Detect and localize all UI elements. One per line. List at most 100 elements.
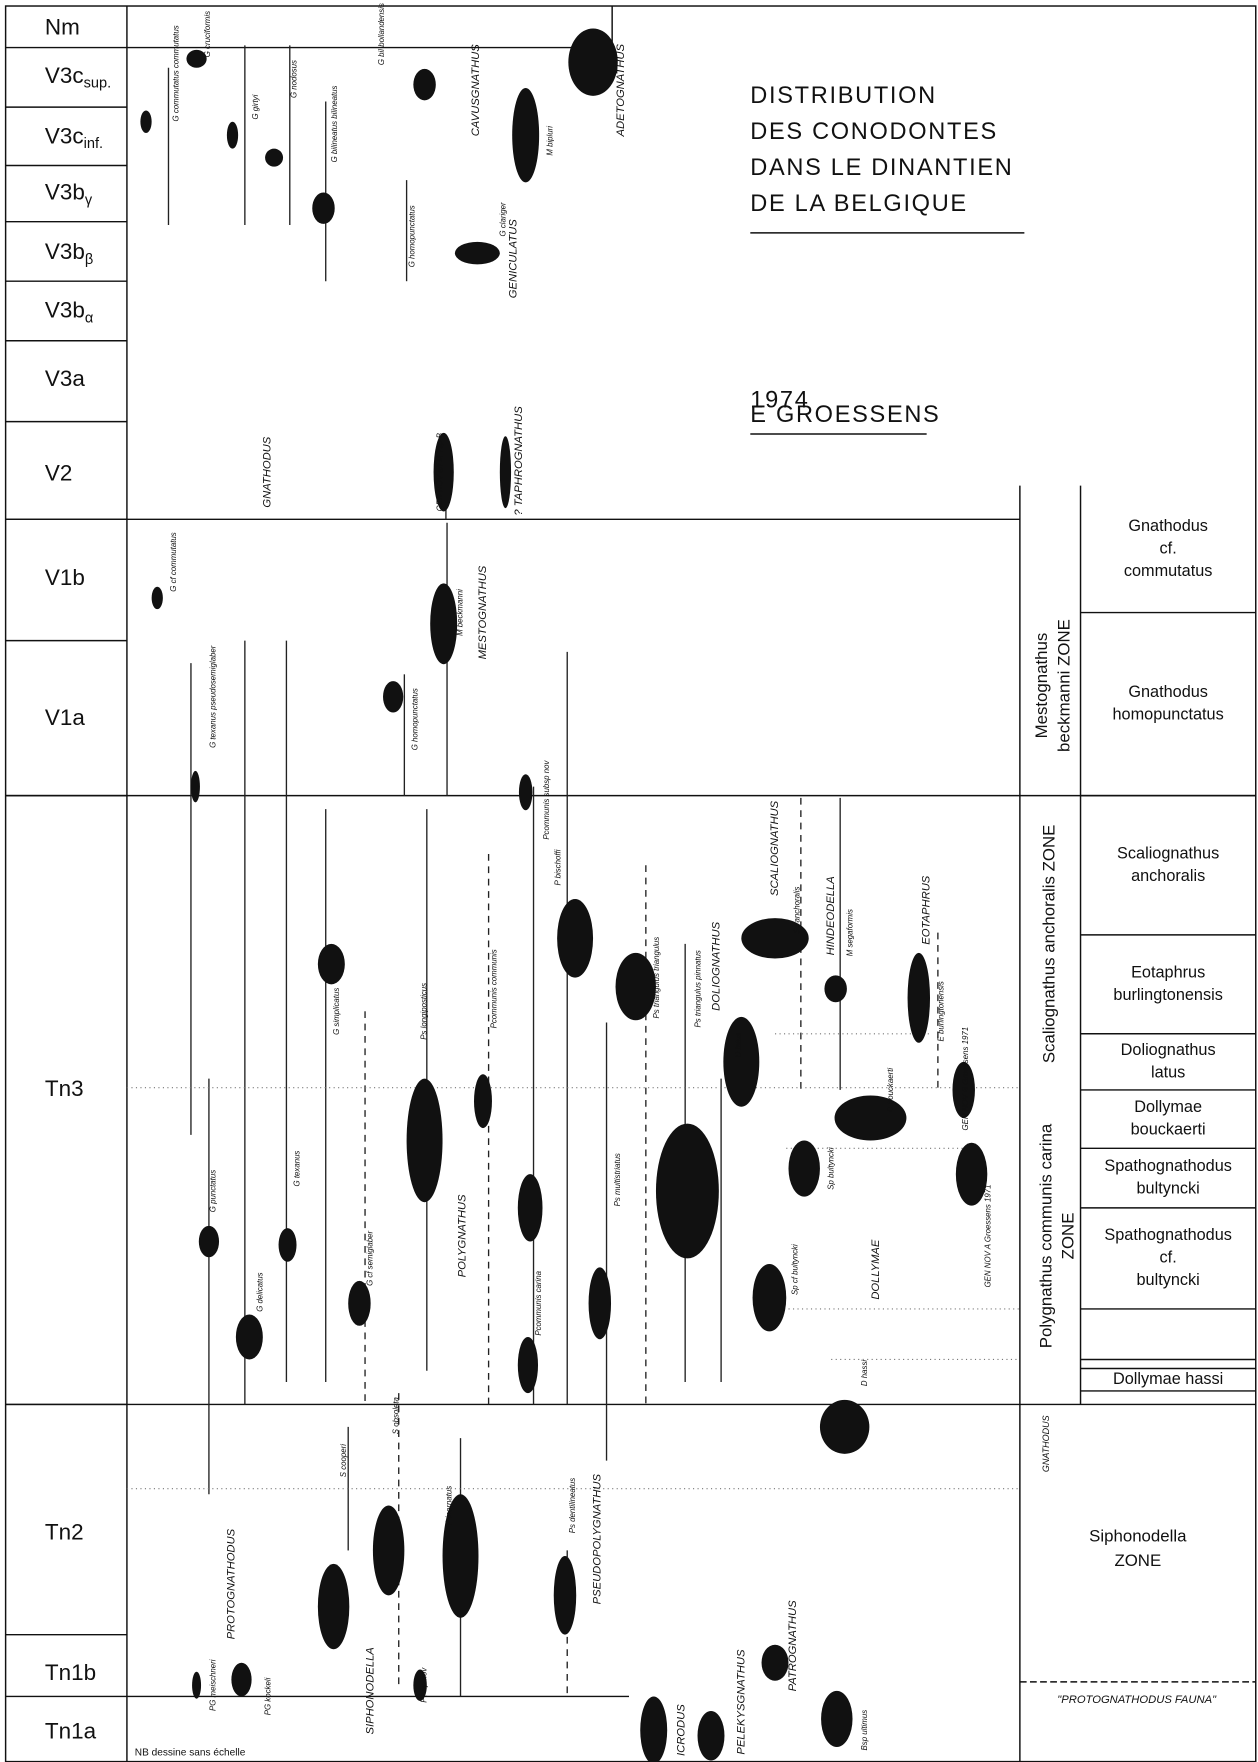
genus-label: DOLIOGNATHUS [711, 921, 723, 1010]
conodont-drawing [517, 1174, 543, 1242]
conodont-drawing [752, 1264, 787, 1332]
conodont-drawing [454, 241, 500, 265]
species-label: G commutatus commutatus [171, 25, 180, 121]
species-label: G texanus pseudosemiglaber [208, 645, 217, 748]
species-label: M segaformis [845, 909, 854, 956]
stage-label: Tn1b [45, 1660, 96, 1685]
conodont-drawing [788, 1140, 820, 1197]
conodont-drawing [761, 1644, 789, 1681]
species-label: G cf commutatus [169, 532, 178, 591]
conodont-drawing [640, 1696, 668, 1762]
species-label: G texanus [293, 1151, 302, 1187]
conodont-drawing [697, 1711, 725, 1761]
conodont-drawing [907, 952, 931, 1043]
conodont-drawing [615, 952, 656, 1021]
stage-main: Nm [45, 14, 80, 39]
zone-label: beckmanni ZONE [1054, 619, 1073, 752]
zone-label: "PROTOGNATHODUS FAUNA" [1057, 1694, 1217, 1706]
species-label: G clariger [498, 202, 507, 236]
conodont-drawing [413, 68, 436, 101]
conodont-drawing [819, 1399, 870, 1454]
species-label: Pcommunis communis [489, 949, 498, 1028]
conodont-drawing [512, 88, 540, 183]
genus-label: DOLLYMAE [870, 1239, 882, 1300]
genus-label: PROTOGNATHODUS [225, 1528, 237, 1639]
genus-label: MESTOGNATHUS [477, 565, 489, 659]
species-label: S obsoleta [392, 1396, 401, 1434]
conodont-drawing [140, 110, 152, 133]
species-label: G cruciformis [203, 11, 212, 57]
stage-main: V3b [45, 239, 85, 264]
note: NB dessine sans échelle [135, 1747, 246, 1758]
stage-label: V3csup. [45, 63, 111, 92]
species-label: G punctatus [208, 1170, 217, 1212]
conodont-drawing [588, 1267, 612, 1340]
species-label: Sc anchoralis [793, 887, 802, 934]
genus-label: PELEKYSGNATHUS [735, 1649, 747, 1755]
conodont-drawing [151, 586, 163, 610]
conodont-drawing [235, 1314, 263, 1360]
conodont-drawing [473, 1074, 492, 1129]
species-label: P? sp nov [420, 1667, 429, 1703]
conodont-drawing [834, 1095, 907, 1141]
conodont-drawing [741, 918, 809, 959]
stage-main: Tn2 [45, 1520, 84, 1545]
subzone-label: Dollymae [1134, 1098, 1202, 1116]
subzone-label: Scaliognathus [1117, 844, 1219, 862]
subzone-label: Gnathodus [1128, 517, 1208, 535]
species-label: GEN NOV B Groessens 1971 [961, 1027, 970, 1131]
subzone-label: cf. [1160, 539, 1177, 557]
subzone-label: homopunctatus [1113, 706, 1224, 724]
stage-label: Nm [45, 14, 80, 39]
stage-label: V3bβ [45, 239, 93, 268]
species-label: G bil bollandensis [377, 3, 386, 65]
species-label: G girtyi [251, 94, 260, 119]
stage-main: Tn1b [45, 1660, 96, 1685]
stage-sub: sup. [84, 75, 112, 91]
subzone-label: bultyncki [1136, 1271, 1199, 1289]
zone-label: Siphonodella [1089, 1526, 1187, 1545]
conodont-drawing [557, 898, 594, 978]
species-label: Ps triangulus pinnatus [694, 950, 703, 1027]
stage-main: V1a [45, 705, 85, 730]
species-label: G homopunctatus [411, 688, 420, 750]
subzone-label: bultyncki [1136, 1180, 1199, 1198]
stage-main: V2 [45, 460, 72, 485]
conodont-drawing [655, 1123, 719, 1259]
species-label: Sp cf bultyncki [790, 1244, 799, 1295]
conodont-drawing [442, 1494, 479, 1618]
species-label: G cf semiglaber [366, 1231, 375, 1286]
genus-label: SCALIOGNATHUS [769, 800, 781, 896]
genus-label: ADETOGNATHUS [615, 44, 627, 138]
title-line: DES CONODONTES [750, 118, 998, 144]
conodont-drawing [317, 1563, 350, 1650]
subzone-label: anchoralis [1131, 867, 1205, 885]
subzone-label: Doliognathus [1121, 1041, 1216, 1059]
species-label: PG kockeli [264, 1677, 273, 1715]
genus-label: PATROGNATHUS [787, 1600, 799, 1692]
stage-label: V1b [45, 565, 85, 590]
stage-sub: γ [85, 192, 93, 208]
conodont-drawing [430, 583, 458, 665]
zone-label: ZONE [1114, 1551, 1161, 1570]
stage-main: Tn1a [45, 1718, 97, 1743]
stage-label: Tn1a [45, 1718, 97, 1743]
frame [4, 5, 1257, 1762]
stage-sub: α [85, 310, 94, 326]
title-line: DISTRIBUTION [750, 82, 937, 108]
conodont-drawing [383, 681, 404, 713]
genus-label: PSEUDOPOLYGNATHUS [592, 1474, 604, 1605]
genus-label: GNATHODUS [261, 436, 273, 507]
conodont-drawing [312, 192, 335, 224]
genus-label: GENICULATUS [507, 219, 519, 298]
conodont-drawing [190, 770, 200, 803]
subzone-label: burlingtonensis [1113, 986, 1222, 1004]
subzone-label: Dollymae hassi [1113, 1370, 1223, 1388]
genus-label: ? TAPHROGNATHUS [513, 406, 525, 516]
stage-label: Tn3 [45, 1076, 84, 1101]
species-label: Ps dentilineatus [568, 1478, 577, 1534]
genus-label: ICRODUS [676, 1704, 688, 1756]
conodont-drawing [518, 774, 533, 811]
subzone-label: Eotaphrus [1131, 963, 1205, 981]
